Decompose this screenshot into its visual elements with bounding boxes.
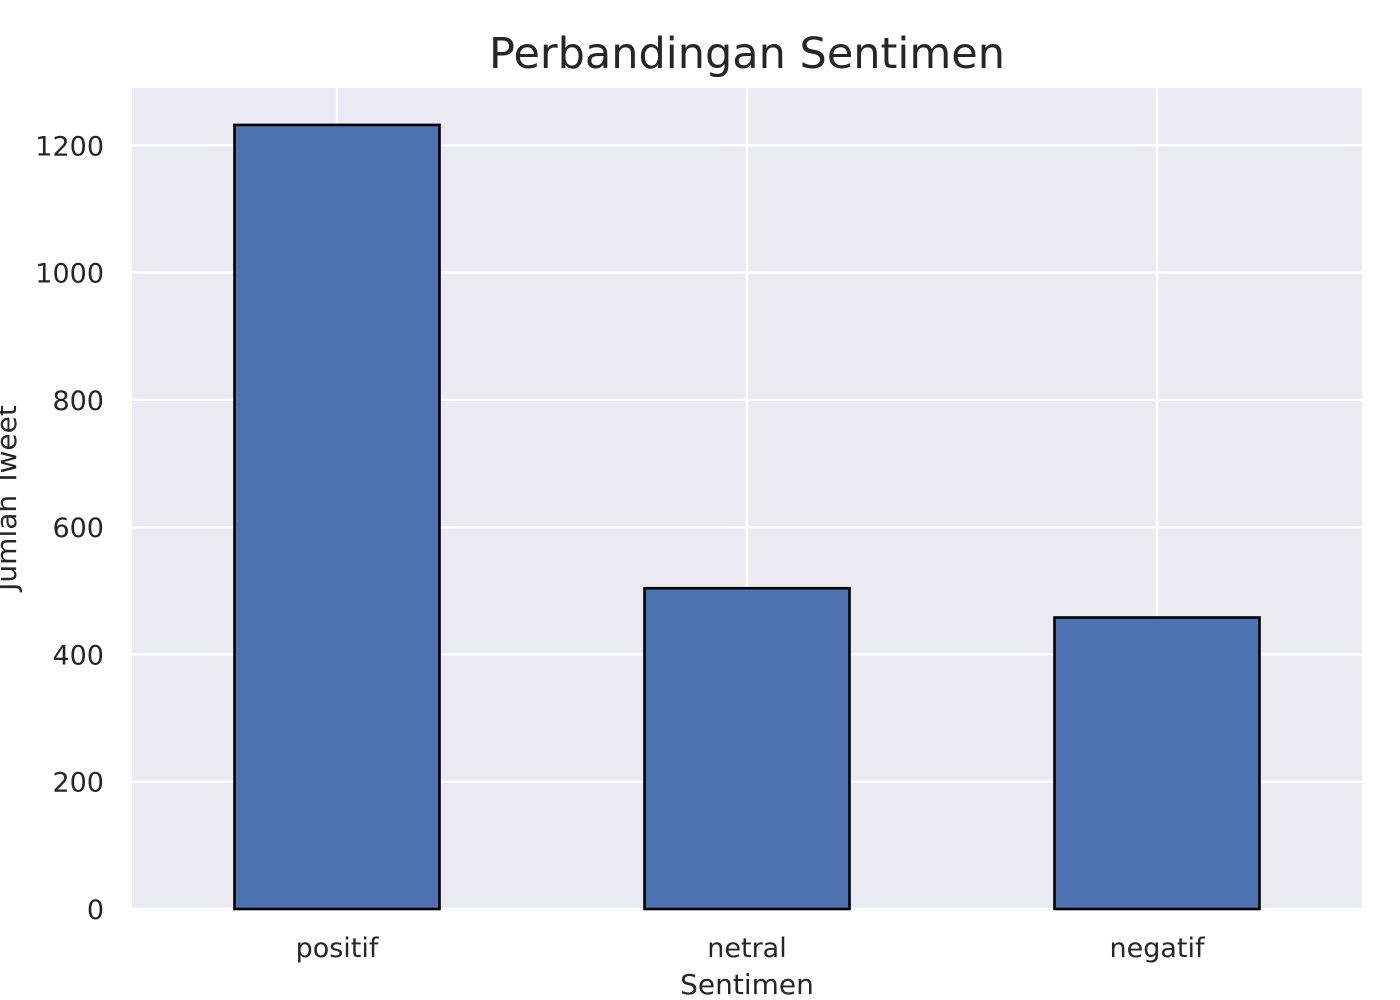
y-tick-label: 400 bbox=[52, 640, 104, 671]
x-axis-label: Sentimen bbox=[680, 968, 814, 1000]
y-tick-labels: 0 200 400 600 800 1000 1200 bbox=[35, 131, 104, 926]
bar-positif bbox=[233, 123, 441, 911]
bars bbox=[233, 123, 1261, 911]
y-tick-label: 200 bbox=[52, 768, 104, 799]
y-axis-label: Jumlah Tweet bbox=[0, 405, 23, 593]
x-tick-labels: positif netral negatif bbox=[296, 933, 1206, 964]
chart-title: Perbandingan Sentimen bbox=[489, 29, 1005, 79]
bar-negatif bbox=[1053, 616, 1261, 911]
x-tick-label-positif: positif bbox=[296, 933, 380, 964]
bar-netral bbox=[643, 586, 851, 911]
y-tick-label: 1200 bbox=[35, 131, 104, 162]
y-tick-label: 0 bbox=[87, 895, 104, 926]
x-tick-label-negatif: negatif bbox=[1109, 933, 1205, 964]
y-tick-label: 1000 bbox=[35, 259, 104, 290]
y-tick-label: 800 bbox=[52, 386, 104, 417]
y-tick-label: 600 bbox=[52, 513, 104, 544]
x-tick-label-netral: netral bbox=[707, 933, 786, 964]
